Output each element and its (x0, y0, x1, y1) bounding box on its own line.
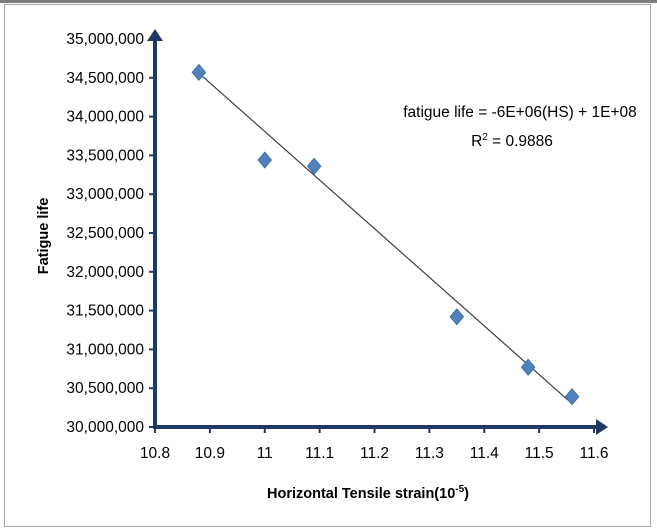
x-tick-label: 11.5 (525, 445, 554, 462)
y-tick-label: 32,000,000 (66, 264, 144, 281)
data-point-diamond (306, 157, 322, 175)
x-axis-title-text: Horizontal Tensile strain(10 (267, 486, 455, 502)
trendline-layer (198, 72, 573, 405)
y-tick-label: 30,500,000 (66, 380, 144, 397)
x-ticks: 10.8 10.9 11 11.1 11.2 11.3 11.4 11.5 11.6 (140, 427, 609, 462)
x-tick-label: 11 (257, 445, 273, 462)
y-tick-label: 34,000,000 (66, 109, 144, 126)
y-tick-label: 35,000,000 (66, 31, 144, 48)
x-axis-title: Horizontal Tensile strain(10-5) (267, 484, 469, 502)
x-tick-label: 11.1 (305, 445, 334, 462)
x-tick-label: 11.4 (470, 445, 499, 462)
data-point-diamond (191, 63, 207, 81)
chart-frame (4, 4, 651, 527)
y-tick-label: 32,500,000 (66, 225, 144, 242)
data-points (191, 63, 580, 406)
y-tick-label: 31,000,000 (66, 341, 144, 358)
x-tick-label: 10.8 (140, 445, 170, 462)
r-squared-value: = 0.9886 (488, 133, 553, 150)
x-tick-label: 11.3 (415, 445, 444, 462)
top-border-bar (0, 0, 657, 3)
r-squared-label: R2 = 0.9886 (471, 132, 553, 150)
r-squared-superscript: 2 (482, 132, 488, 143)
y-axis-title: Fatigue life (36, 198, 52, 275)
x-tick-label: 11.2 (360, 445, 389, 462)
y-tick-label: 33,000,000 (66, 186, 144, 203)
data-point-diamond (449, 308, 465, 326)
x-axis-title-suffix: ) (464, 486, 469, 502)
data-point-diamond (257, 151, 273, 169)
x-tick-label: 11.6 (579, 445, 608, 462)
linear-trendline (198, 72, 573, 405)
data-point-diamond (564, 388, 580, 406)
data-point-diamond (520, 358, 536, 376)
trendline-equation: fatigue life = -6E+06(HS) + 1E+08 (403, 104, 637, 121)
y-tick-label: 33,500,000 (66, 147, 144, 164)
y-tick-label: 31,500,000 (66, 303, 144, 320)
r-squared-prefix: R (471, 133, 482, 150)
y-tick-label: 30,000,000 (66, 419, 144, 436)
x-axis-arrowhead (596, 419, 608, 435)
y-ticks: 30,000,000 30,500,000 31,000,000 31,500,000… (66, 31, 155, 436)
x-axis-title-superscript: -5 (455, 484, 464, 495)
x-tick-label: 10.9 (195, 445, 225, 462)
y-tick-label: 34,500,000 (66, 70, 144, 87)
